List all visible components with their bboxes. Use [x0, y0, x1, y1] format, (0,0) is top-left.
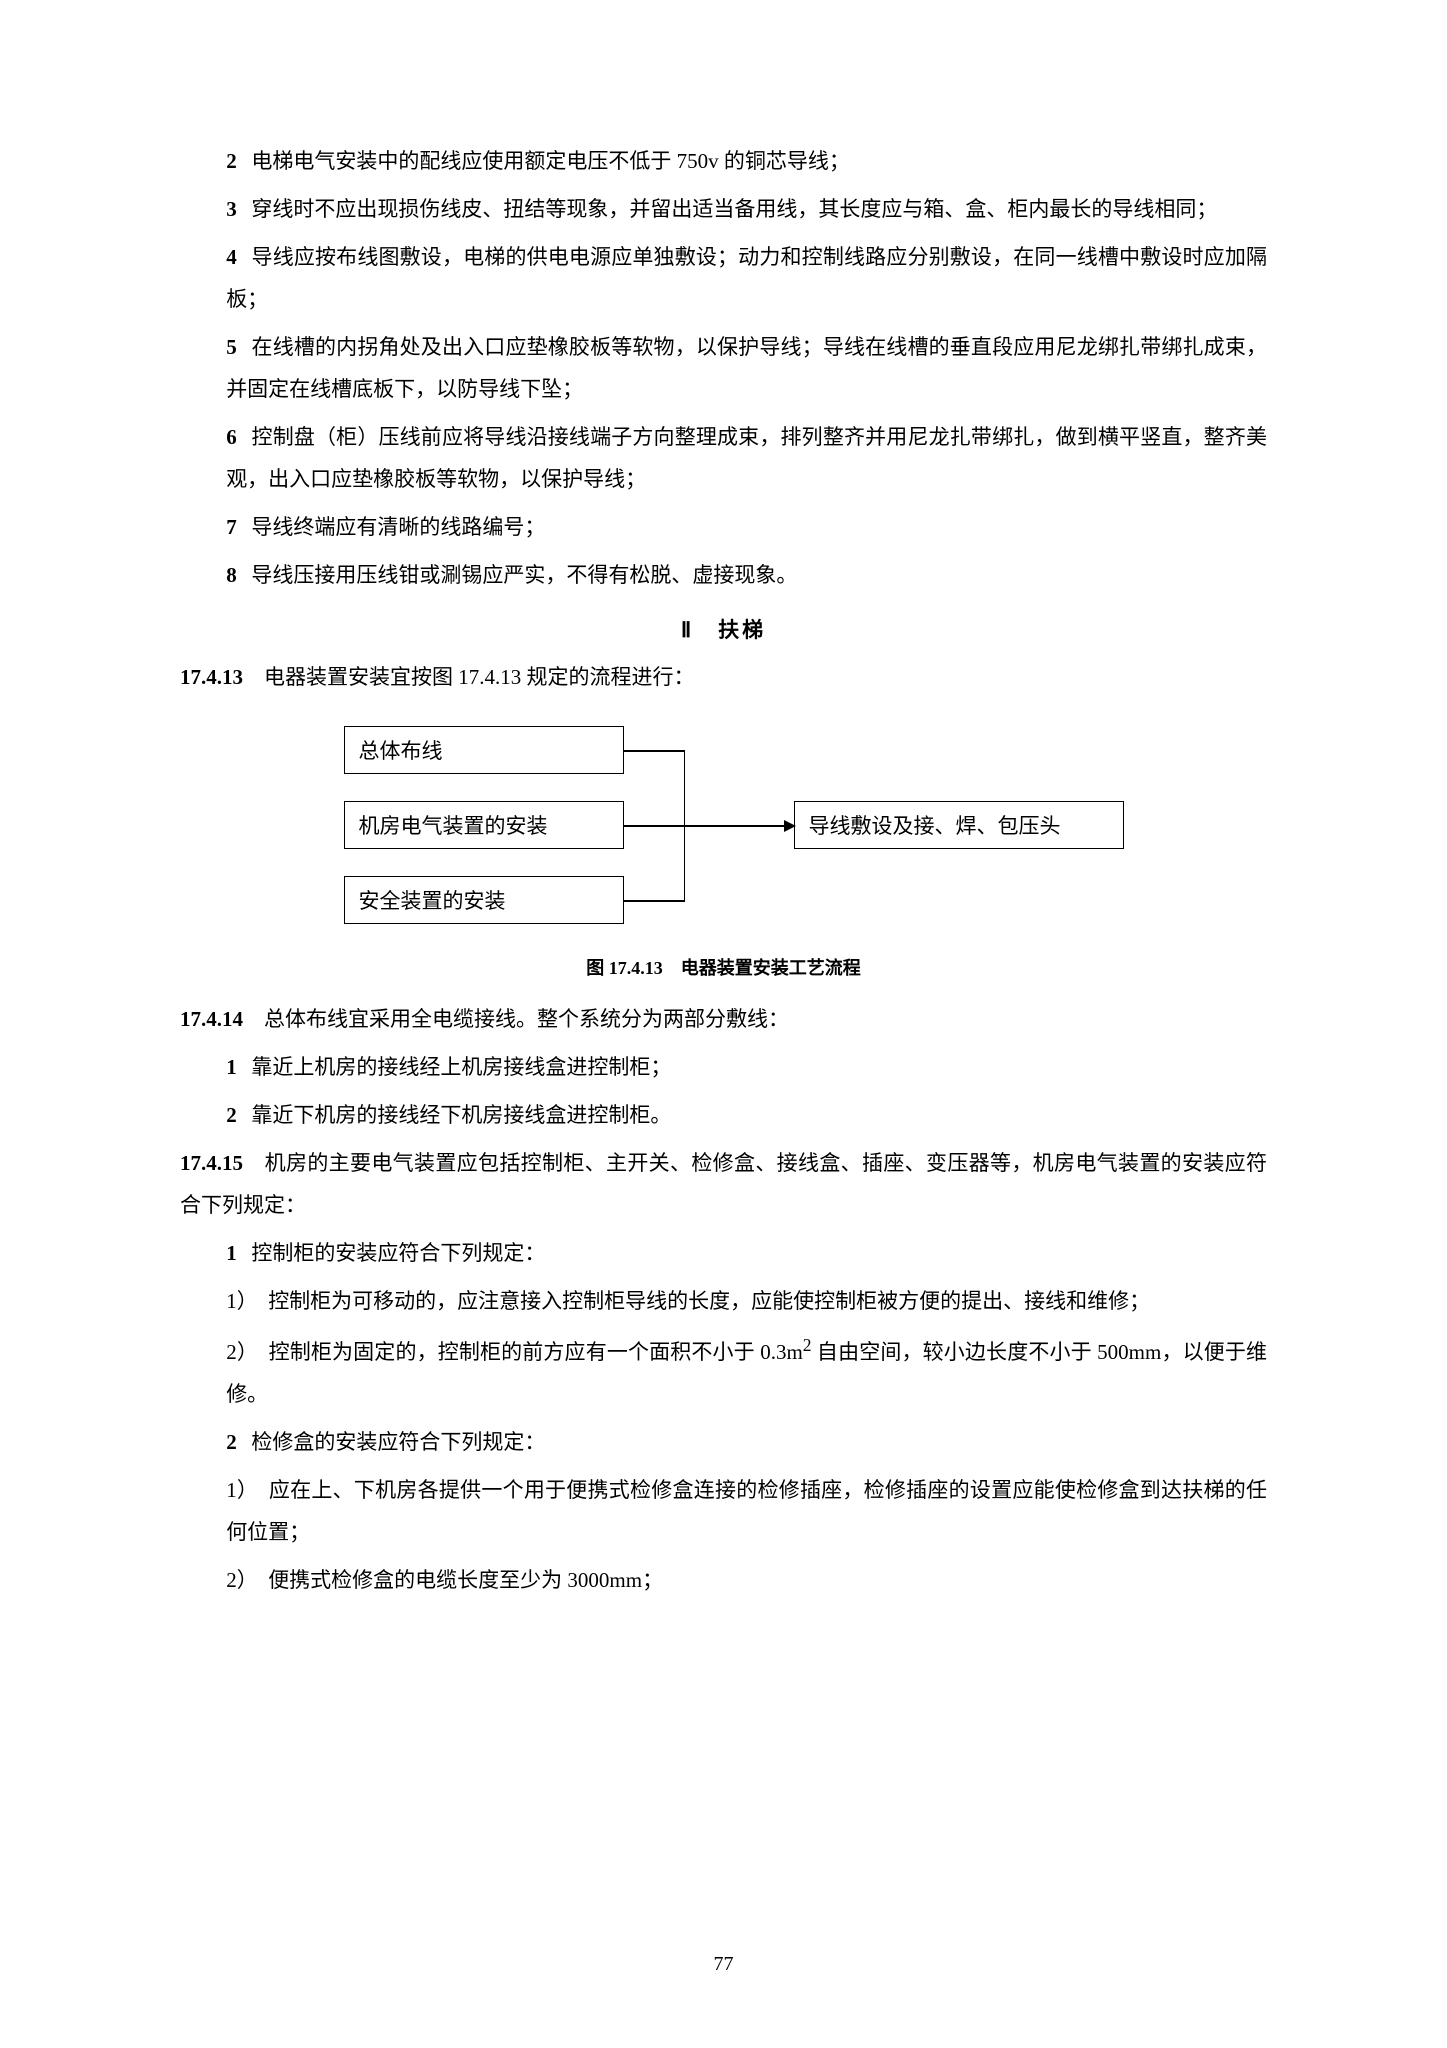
item-15-1: 1 控制柜的安装应符合下列规定：	[180, 1232, 1267, 1274]
text-14-1: 靠近上机房的接线经上机房接线盒进控制柜；	[251, 1055, 671, 1079]
text-15-2: 检修盒的安装应符合下列规定：	[251, 1430, 545, 1454]
text-8: 导线压接用压线钳或涮锡应严实，不得有松脱、虚接现象。	[251, 563, 797, 587]
clause-17-4-13: 17.4.13 电器装置安装宜按图 17.4.13 规定的流程进行：	[180, 656, 1267, 698]
fig-box-overall-wiring: 总体布线	[344, 726, 624, 774]
item-14-2: 2 靠近下机房的接线经下机房接线盒进控制柜。	[180, 1094, 1267, 1136]
paren-2-2: 2）	[226, 1568, 247, 1592]
fig-line-stub2	[624, 825, 684, 827]
item-15-2-2: 2） 便携式检修盒的电缆长度至少为 3000mm；	[180, 1559, 1267, 1601]
fig-box-wire-laying: 导线敷设及接、焊、包压头	[794, 801, 1124, 849]
num-3: 3	[226, 197, 237, 221]
paren-1: 1）	[226, 1289, 247, 1313]
item-15-2-1: 1） 应在上、下机房各提供一个用于便携式检修盒连接的检修插座，检修插座的设置应能…	[180, 1469, 1267, 1553]
item-4: 4导线应按布线图敷设，电梯的供电电源应单独敷设；动力和控制线路应分别敷设，在同一…	[180, 236, 1267, 320]
text-15-1-2a: 控制柜为固定的，控制柜的前方应有一个面积不小于 0.3m	[269, 1340, 803, 1364]
item-15-1-1: 1） 控制柜为可移动的，应注意接入控制柜导线的长度，应能使控制柜被方便的提出、接…	[180, 1280, 1267, 1322]
text-15-1: 控制柜的安装应符合下列规定：	[251, 1241, 545, 1265]
num-14-2: 2	[226, 1103, 237, 1127]
text-6: 控制盘（柜）压线前应将导线沿接线端子方向整理成束，排列整齐并用尼龙扎带绑扎，做到…	[226, 425, 1267, 491]
num-2: 2	[226, 149, 237, 173]
fig-line-stub3	[624, 900, 684, 902]
clause-15-text: 机房的主要电气装置应包括控制柜、主开关、检修盒、接线盒、插座、变压器等，机房电气…	[180, 1151, 1267, 1217]
item-3: 3 穿线时不应出现损伤线皮、扭结等现象，并留出适当备用线，其长度应与箱、盒、柜内最…	[180, 188, 1267, 230]
text-3: 穿线时不应出现损伤线皮、扭结等现象，并留出适当备用线，其长度应与箱、盒、柜内最长…	[251, 197, 1217, 221]
clause-no-13: 17.4.13	[180, 665, 243, 689]
item-15-1-2: 2） 控制柜为固定的，控制柜的前方应有一个面积不小于 0.3m2 自由空间，较小…	[180, 1328, 1267, 1415]
item-15-2: 2 检修盒的安装应符合下列规定：	[180, 1421, 1267, 1463]
clause-no-14: 17.4.14	[180, 1007, 243, 1031]
text-2: 电梯电气安装中的配线应使用额定电压不低于 750v 的铜芯导线；	[251, 149, 850, 173]
item-7: 7 导线终端应有清晰的线路编号；	[180, 506, 1267, 548]
section-title-escalator: Ⅱ 扶梯	[180, 614, 1267, 644]
fig-box1-label: 总体布线	[359, 735, 443, 765]
text-7: 导线终端应有清晰的线路编号；	[251, 515, 545, 539]
item-14-1: 1 靠近上机房的接线经上机房接线盒进控制柜；	[180, 1046, 1267, 1088]
paren-2-1: 1）	[226, 1478, 247, 1502]
num-6: 6	[226, 425, 237, 449]
num-15-1: 1	[226, 1241, 237, 1265]
fig-box2-label: 机房电气装置的安装	[359, 810, 548, 840]
paren-2: 2）	[226, 1340, 247, 1364]
item-6: 6控制盘（柜）压线前应将导线沿接线端子方向整理成束，排列整齐并用尼龙扎带绑扎，做…	[180, 416, 1267, 500]
text-14-2: 靠近下机房的接线经下机房接线盒进控制柜。	[251, 1103, 671, 1127]
figure-caption: 图 17.4.13 电器装置安装工艺流程	[180, 954, 1267, 980]
num-14-1: 1	[226, 1055, 237, 1079]
fig-box-machine-room: 机房电气装置的安装	[344, 801, 624, 849]
item-2: 2 电梯电气安装中的配线应使用额定电压不低于 750v 的铜芯导线；	[180, 140, 1267, 182]
text-15-2-1: 应在上、下机房各提供一个用于便携式检修盒连接的检修插座，检修插座的设置应能使检修…	[226, 1478, 1267, 1544]
item-8: 8 导线压接用压线钳或涮锡应严实，不得有松脱、虚接现象。	[180, 554, 1267, 596]
item-5: 5在线槽的内拐角处及出入口应垫橡胶板等软物，以保护导线；导线在线槽的垂直段应用尼…	[180, 326, 1267, 410]
fig-line-to-box4	[684, 825, 788, 827]
clause-17-4-15: 17.4.15 机房的主要电气装置应包括控制柜、主开关、检修盒、接线盒、插座、变…	[180, 1142, 1267, 1226]
fig-box-safety-device: 安全装置的安装	[344, 876, 624, 924]
text-15-2-2: 便携式检修盒的电缆长度至少为 3000mm；	[268, 1568, 663, 1592]
figure-17-4-13: 总体布线 机房电气装置的安装 安全装置的安装 导线敷设及接、焊、包压头	[314, 726, 1134, 936]
superscript-2: 2	[803, 1335, 812, 1355]
page-number: 77	[0, 1953, 1447, 1976]
num-8: 8	[226, 563, 237, 587]
clause-17-4-14: 17.4.14 总体布线宜采用全电缆接线。整个系统分为两部分敷线：	[180, 998, 1267, 1040]
fig-box3-label: 安全装置的安装	[359, 885, 506, 915]
num-5: 5	[226, 335, 237, 359]
clause-13-text: 电器装置安装宜按图 17.4.13 规定的流程进行：	[264, 665, 695, 689]
text-15-1-1: 控制柜为可移动的，应注意接入控制柜导线的长度，应能使控制柜被方便的提出、接线和维…	[268, 1289, 1150, 1313]
fig-arrow-icon	[784, 820, 796, 832]
clause-no-15: 17.4.15	[180, 1151, 243, 1175]
num-15-2: 2	[226, 1430, 237, 1454]
num-7: 7	[226, 515, 237, 539]
fig-line-stub1	[624, 750, 684, 752]
text-4: 导线应按布线图敷设，电梯的供电电源应单独敷设；动力和控制线路应分别敷设，在同一线…	[226, 245, 1267, 311]
num-4: 4	[226, 245, 237, 269]
text-5: 在线槽的内拐角处及出入口应垫橡胶板等软物，以保护导线；导线在线槽的垂直段应用尼龙…	[226, 335, 1267, 401]
fig-box4-label: 导线敷设及接、焊、包压头	[809, 810, 1061, 840]
clause-14-text: 总体布线宜采用全电缆接线。整个系统分为两部分敷线：	[264, 1007, 789, 1031]
